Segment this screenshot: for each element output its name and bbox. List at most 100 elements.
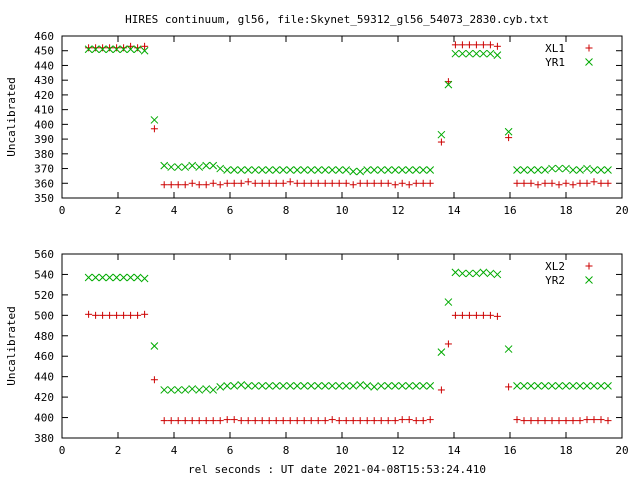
data-point [513,416,521,424]
data-point [84,45,93,54]
y-tick-label: 440 [34,371,54,384]
data-point [541,166,549,174]
data-point [140,46,149,55]
data-point [370,417,378,425]
data-point [293,179,301,187]
data-point [384,417,392,425]
data-point [279,179,287,187]
data-point [119,273,128,282]
data-point [391,166,400,174]
data-point [493,51,502,59]
data-point [188,417,196,425]
data-point [244,166,253,174]
data-point [504,127,513,136]
data-point [534,181,542,189]
data-point [513,382,521,390]
data-point [356,380,365,389]
data-point [244,382,253,390]
data-point [548,164,556,173]
data-point [472,41,480,49]
x-tick-label: 14 [447,204,461,217]
data-point [493,42,501,50]
data-point [412,417,420,425]
y-tick-label: 380 [34,432,54,445]
data-point [398,382,407,390]
data-point [167,163,176,171]
data-point [307,382,316,390]
y-tick-label: 360 [34,177,54,190]
data-point [419,417,427,425]
data-point [377,417,385,425]
x-tick-label: 10 [335,444,348,457]
data-point [342,382,351,390]
data-point [258,179,266,187]
data-point [230,416,238,424]
data-point [444,298,453,306]
data-point [349,417,357,425]
data-point [562,382,570,390]
data-point [458,49,467,58]
data-point [465,41,473,49]
series-XL1 [85,41,612,189]
data-point [328,166,337,174]
y-tick-label: 540 [34,268,54,281]
data-point [597,166,605,174]
data-point [451,41,459,49]
data-point [119,45,128,54]
data-point [265,417,273,425]
data-point [465,311,473,319]
data-point [314,417,322,425]
data-point [141,310,149,318]
data-point [451,268,460,277]
data-point [541,417,549,425]
data-point [363,417,371,425]
data-point [590,178,598,186]
data-point [223,416,231,424]
data-point [444,340,452,348]
data-point [562,179,570,187]
data-point [426,382,435,390]
data-point [98,45,107,54]
data-point [342,166,351,174]
y-tick-label: 450 [34,45,54,58]
data-point [349,167,358,176]
data-point [286,166,295,174]
data-point [363,179,371,187]
data-point [328,382,337,390]
data-point [604,179,612,187]
data-point [576,166,584,174]
data-point [98,273,107,282]
x-tick-label: 0 [59,444,66,457]
data-point [133,45,142,54]
legend-marker [585,262,593,270]
data-point [412,382,421,390]
data-point [106,311,114,319]
legend-marker [585,44,593,52]
data-point [265,166,274,174]
data-point [335,179,343,187]
data-point [562,164,570,173]
data-point [202,417,210,425]
data-point [127,311,135,319]
data-point [569,417,577,425]
data-point [195,163,204,171]
data-point [209,417,217,425]
y-tick-label: 440 [34,59,54,72]
data-point [293,417,301,425]
data-point [391,417,399,425]
data-point [150,125,158,133]
data-point [513,179,521,187]
data-point [534,382,542,390]
data-point [576,179,584,187]
data-point [209,161,218,170]
data-point [272,417,280,425]
data-point [258,382,267,390]
data-point [541,179,549,187]
x-tick-label: 2 [115,204,122,217]
data-point [237,179,245,187]
data-point [105,45,114,54]
data-point [230,382,239,390]
data-point [569,166,577,174]
data-point [300,179,308,187]
data-point [293,166,302,174]
